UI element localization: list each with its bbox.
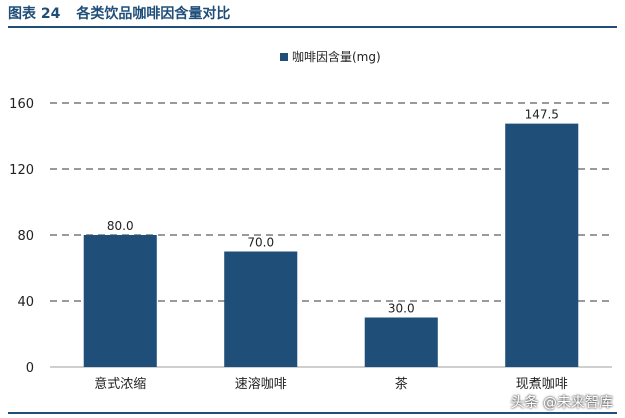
figure-label: 图表 24 (8, 6, 61, 22)
legend-swatch (280, 52, 288, 61)
figure-title: 各类饮品咖啡因含量对比 (76, 6, 231, 22)
x-tick-label: 现煮咖啡 (516, 377, 568, 392)
watermark: 头条 @未来智库 (510, 395, 613, 411)
bar (83, 235, 157, 367)
y-tick-label: 40 (17, 295, 34, 310)
data-label: 147.5 (525, 108, 559, 122)
bar (364, 317, 438, 367)
x-tick-label: 速溶咖啡 (235, 377, 287, 392)
y-tick-label: 80 (17, 229, 34, 244)
chart-legend: 咖啡因含量(mg) (280, 48, 381, 65)
data-label: 30.0 (388, 302, 415, 316)
data-label: 70.0 (247, 236, 274, 250)
x-tick-label: 茶 (395, 376, 408, 392)
y-tick-label: 0 (26, 361, 34, 376)
y-tick-label: 160 (9, 97, 34, 112)
data-label: 80.0 (107, 219, 134, 233)
bar (505, 123, 579, 367)
x-tick-label: 意式浓缩 (94, 376, 146, 392)
footer-divider (8, 412, 617, 414)
bar (224, 251, 298, 367)
figure-header: 图表 24 各类饮品咖啡因含量对比 (8, 2, 617, 24)
legend-label: 咖啡因含量(mg) (292, 50, 381, 64)
header-divider (8, 26, 617, 28)
y-tick-label: 120 (9, 163, 34, 178)
